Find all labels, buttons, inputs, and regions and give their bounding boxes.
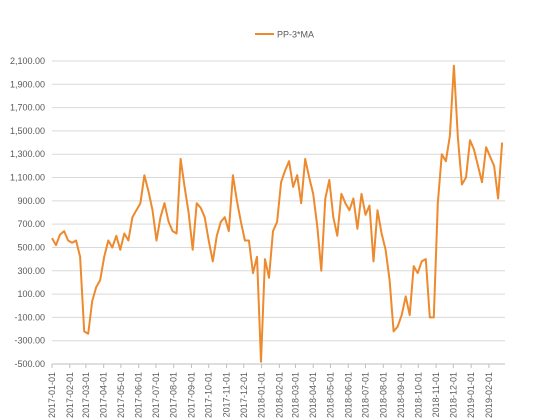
y-tick-label: 1,900.00: [10, 79, 45, 89]
legend-label: PP-3*MA: [277, 30, 314, 40]
y-tick-label: -500.00: [14, 359, 45, 369]
x-tick-label: 2017-04-01: [99, 372, 109, 418]
y-tick-label: 700.00: [17, 219, 45, 229]
x-tick-label: 2017-05-01: [116, 372, 126, 418]
x-tick-label: 2017-10-01: [204, 372, 214, 418]
y-tick-label: 500.00: [17, 242, 45, 252]
x-tick-label: 2017-02-01: [65, 372, 75, 418]
x-tick-label: 2017-12-01: [239, 372, 249, 418]
x-tick-label: 2019-02-01: [484, 372, 494, 418]
series-line-pp-3-ma: [51, 64, 504, 363]
y-tick-label: 1,300.00: [10, 149, 45, 159]
x-tick-label: 2018-08-01: [378, 372, 388, 418]
x-tick-label: 2018-06-01: [343, 372, 353, 418]
x-axis-tick-labels: 2017-01-01 2017-02-01 2017-03-01 2017-04-01…: [47, 364, 494, 418]
x-tick-label: 2018-10-01: [413, 372, 423, 418]
y-tick-label: 1,700.00: [10, 103, 45, 113]
x-tick-label: 2018-05-01: [325, 372, 335, 418]
x-tick-label: 2017-11-01: [222, 372, 232, 417]
x-tick-label: 2018-04-01: [308, 372, 318, 418]
y-tick-label: -100.00: [14, 312, 45, 322]
x-tick-label: 2018-11-01: [431, 372, 441, 417]
x-tick-label: 2017-03-01: [81, 372, 91, 418]
x-tick-label: 2017-01-01: [47, 372, 57, 418]
x-tick-label: 2017-06-01: [134, 372, 144, 418]
y-tick-label: 900.00: [17, 196, 45, 206]
x-tick-label: 2018-02-01: [274, 372, 284, 418]
series-group: [51, 64, 504, 363]
y-tick-label: 100.00: [17, 289, 45, 299]
x-tick-label: 2018-09-01: [396, 372, 406, 418]
y-tick-label: 1,500.00: [10, 126, 45, 136]
x-tick-label: 2018-01-01: [257, 372, 267, 418]
y-axis-tick-labels: 2,100.00 1,900.00 1,700.00 1,500.00 1,300.00…: [10, 56, 45, 369]
y-tick-label: 1,100.00: [10, 173, 45, 183]
x-tick-label: 2019-01-01: [466, 372, 476, 418]
legend: PP-3*MA: [255, 30, 314, 40]
x-tick-label: 2017-09-01: [187, 372, 197, 418]
y-tick-label: 300.00: [17, 266, 45, 276]
y-tick-label: -300.00: [14, 336, 45, 346]
x-tick-label: 2018-12-01: [448, 372, 458, 418]
x-tick-label: 2017-08-01: [169, 372, 179, 418]
x-tick-label: 2018-07-01: [360, 372, 370, 418]
x-tick-label: 2018-03-01: [290, 372, 300, 418]
y-tick-label: 2,100.00: [10, 56, 45, 66]
x-tick-label: 2017-07-01: [151, 372, 161, 418]
